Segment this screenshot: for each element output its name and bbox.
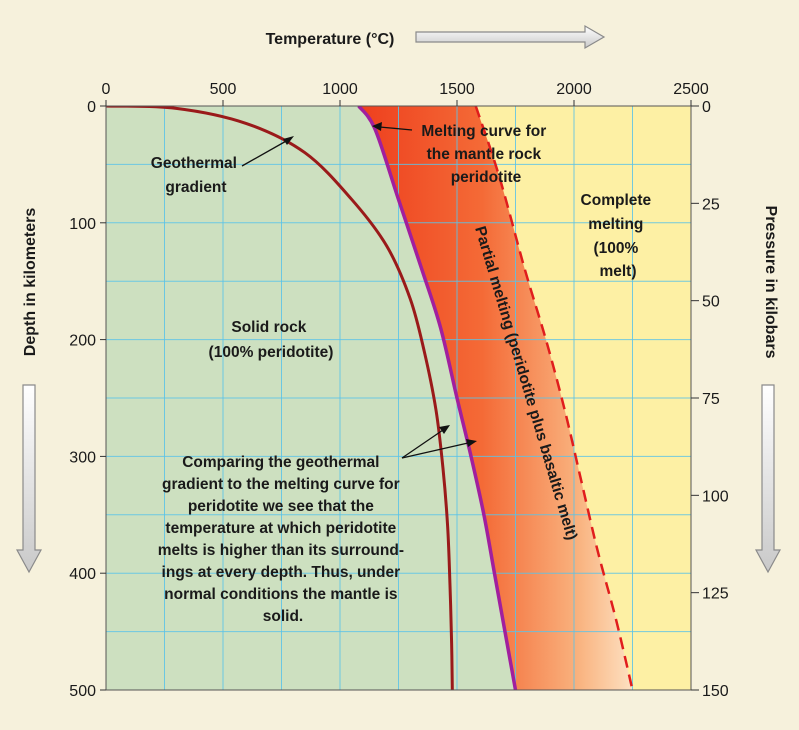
geothermal-gradient-line [106,106,454,690]
y-right-tick-label: 150 [702,683,729,700]
melting-curve-label-line: the mantle rock [427,146,542,163]
comparison-note-line: normal conditions the mantle is [164,586,397,603]
x-tick-label: 2500 [673,81,709,98]
y-left-tick-label: 400 [69,566,96,583]
y-right-tick-label: 100 [702,488,729,505]
y-right-tick-label: 0 [702,99,711,116]
complete-melting-label-line: melt) [599,263,636,280]
x-tick-label: 2000 [556,81,592,98]
melting-curve-line [357,106,518,690]
complete-melting-label: Complete melting (100% melt) [581,192,656,280]
x-axis-ticks: 0 500 1000 1500 2000 2500 [102,81,709,106]
comparison-note-line: gradient to the melting curve for [162,476,400,493]
comparison-note-line: ings at every depth. Thus, under [162,564,401,581]
comparison-note-line: temperature at which peridotite [165,520,396,537]
y-left-tick-label: 200 [69,333,96,350]
x-tick-label: 500 [210,81,237,98]
geothermal-gradient-label: Geothermal gradient [151,155,241,196]
y-right-tick-label: 125 [702,586,729,603]
comparison-note: Comparing the geothermal gradient to the… [158,454,409,625]
comparison-note-line: peridotite we see that the [188,498,374,515]
x-tick-label: 1000 [322,81,358,98]
y-left-tick-label: 100 [69,216,96,233]
complete-melting-label-line: melting [588,216,643,233]
comparison-pointer-arrows [401,425,477,459]
y-right-tick-label: 50 [702,294,720,311]
y-left-tick-label: 0 [87,99,96,116]
melting-curve-pointer-arrow [372,122,413,131]
melting-curve-label-line: Melting curve for [421,123,546,140]
y-left-tick-label: 500 [69,683,96,700]
complete-melting-dashed-line [474,106,634,690]
geothermal-pointer-arrow [241,136,294,167]
melting-curve-label-line: peridotite [451,169,522,186]
complete-melting-label-line: Complete [581,192,652,209]
geothermal-label-line: Geothermal [151,155,237,172]
x-axis-arrow [415,24,606,50]
y-right-tick-label: 75 [702,391,720,408]
x-tick-label: 0 [102,81,111,98]
melting-curve-label: Melting curve for the mantle rock perido… [421,123,550,186]
geothermal-label-line: gradient [165,179,226,196]
comparison-note-line: Comparing the geothermal [182,454,379,471]
y-axis-right-arrow [754,384,782,574]
comparison-note-line: solid. [263,608,303,625]
y-axis-right-title: Pressure in kilobars [762,206,779,359]
x-axis-title: Temperature (°C) [266,31,395,48]
y-left-tick-label: 300 [69,449,96,466]
solid-rock-label-line: (100% peridotite) [209,344,334,361]
x-tick-label: 1500 [439,81,475,98]
y-axis-left-arrow [15,384,43,574]
y-right-tick-label: 25 [702,196,720,213]
y-axis-left-ticks: 0 100 200 300 400 500 [69,99,106,700]
y-axis-right-ticks: 0 25 50 75 100 125 150 [691,99,729,700]
y-axis-left-title: Depth in kilometers [22,208,39,357]
solid-rock-label-line: Solid rock [231,319,306,336]
complete-melting-label-line: (100% [593,240,638,257]
solid-rock-label: Solid rock (100% peridotite) [209,319,334,361]
comparison-note-line: melts is higher than its surround- [158,542,404,559]
